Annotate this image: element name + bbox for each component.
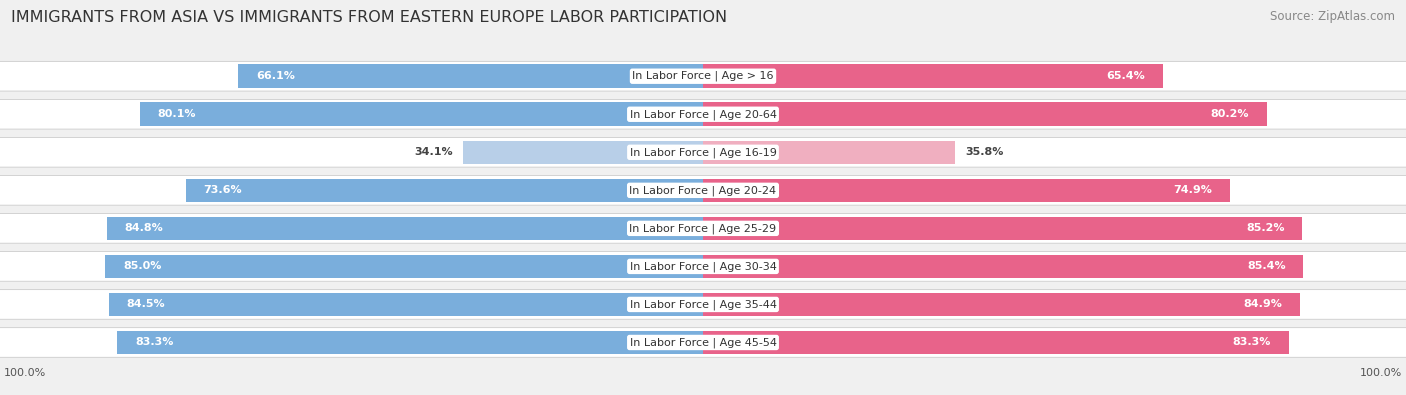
Bar	[703, 331, 1289, 354]
FancyBboxPatch shape	[0, 290, 1406, 319]
FancyBboxPatch shape	[0, 252, 1406, 281]
Text: 85.4%: 85.4%	[1247, 261, 1286, 271]
Text: Source: ZipAtlas.com: Source: ZipAtlas.com	[1270, 10, 1395, 23]
FancyBboxPatch shape	[0, 175, 1406, 205]
Text: 80.2%: 80.2%	[1211, 109, 1250, 119]
Text: 84.9%: 84.9%	[1243, 299, 1282, 309]
Bar	[186, 179, 703, 202]
Text: 34.1%: 34.1%	[415, 147, 453, 157]
Bar	[703, 102, 1267, 126]
Text: In Labor Force | Age 16-19: In Labor Force | Age 16-19	[630, 147, 776, 158]
Text: 85.2%: 85.2%	[1246, 223, 1285, 233]
Text: 84.5%: 84.5%	[127, 299, 165, 309]
Text: IMMIGRANTS FROM ASIA VS IMMIGRANTS FROM EASTERN EUROPE LABOR PARTICIPATION: IMMIGRANTS FROM ASIA VS IMMIGRANTS FROM …	[11, 10, 727, 25]
FancyBboxPatch shape	[0, 100, 1406, 129]
Text: In Labor Force | Age 35-44: In Labor Force | Age 35-44	[630, 299, 776, 310]
Bar	[141, 102, 703, 126]
Text: 100.0%: 100.0%	[1360, 368, 1402, 378]
Bar	[110, 293, 703, 316]
Bar	[107, 216, 703, 240]
Text: 35.8%: 35.8%	[966, 147, 1004, 157]
Bar	[703, 255, 1303, 278]
Text: 66.1%: 66.1%	[256, 71, 295, 81]
Bar	[117, 331, 703, 354]
Text: 83.3%: 83.3%	[1233, 337, 1271, 348]
Bar	[464, 141, 703, 164]
FancyBboxPatch shape	[0, 214, 1406, 243]
Bar	[105, 255, 703, 278]
Text: 85.0%: 85.0%	[124, 261, 162, 271]
Text: In Labor Force | Age 20-24: In Labor Force | Age 20-24	[630, 185, 776, 196]
Text: 83.3%: 83.3%	[135, 337, 173, 348]
FancyBboxPatch shape	[0, 137, 1406, 167]
Text: 100.0%: 100.0%	[4, 368, 46, 378]
Bar	[703, 293, 1301, 316]
Text: 65.4%: 65.4%	[1107, 71, 1146, 81]
Bar	[703, 216, 1302, 240]
Bar	[703, 64, 1163, 88]
Text: In Labor Force | Age 25-29: In Labor Force | Age 25-29	[630, 223, 776, 233]
FancyBboxPatch shape	[0, 327, 1406, 357]
Text: 74.9%: 74.9%	[1173, 185, 1212, 196]
Text: 80.1%: 80.1%	[157, 109, 195, 119]
Text: In Labor Force | Age 30-34: In Labor Force | Age 30-34	[630, 261, 776, 272]
Text: In Labor Force | Age 45-54: In Labor Force | Age 45-54	[630, 337, 776, 348]
Text: 84.8%: 84.8%	[125, 223, 163, 233]
Text: In Labor Force | Age 20-64: In Labor Force | Age 20-64	[630, 109, 776, 120]
Bar	[239, 64, 703, 88]
FancyBboxPatch shape	[0, 61, 1406, 91]
Bar	[703, 179, 1229, 202]
Text: 73.6%: 73.6%	[204, 185, 242, 196]
Text: In Labor Force | Age > 16: In Labor Force | Age > 16	[633, 71, 773, 81]
Bar	[703, 141, 955, 164]
Legend: Immigrants from Asia, Immigrants from Eastern Europe: Immigrants from Asia, Immigrants from Ea…	[513, 391, 893, 395]
